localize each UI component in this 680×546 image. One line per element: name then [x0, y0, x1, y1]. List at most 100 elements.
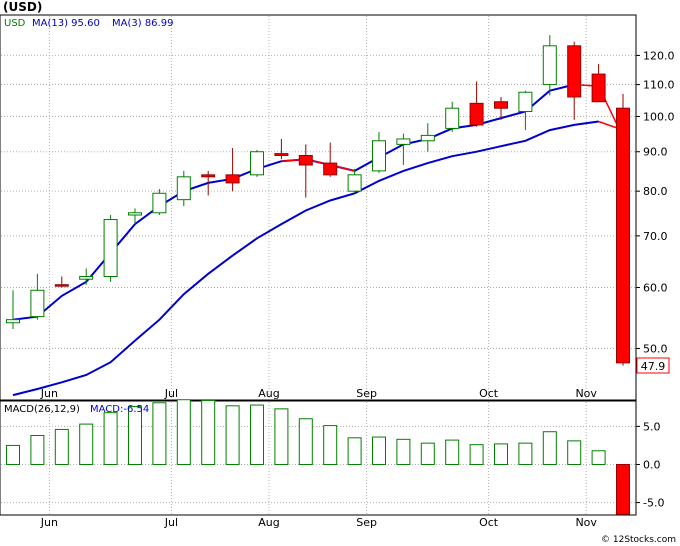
price-tick-label: 80.0: [643, 185, 668, 198]
macd-x-axis: Jun Jul Aug Sep Oct Nov: [40, 516, 598, 529]
macd-bar: [616, 463, 630, 515]
macd-bar: [420, 442, 435, 465]
macd-panel-frame: [0, 400, 637, 516]
macd-bars: [6, 399, 630, 515]
candle: [494, 96, 508, 120]
price-x-tick-label: Jul: [164, 387, 178, 400]
macd-bar: [250, 404, 264, 465]
candle: [201, 170, 216, 196]
price-x-tick-label: Oct: [479, 387, 499, 400]
macd-bar: [347, 437, 362, 465]
candle: [567, 41, 582, 120]
macd-x-tick-label: Oct: [479, 516, 499, 529]
candle-body: [201, 174, 216, 178]
macd-bar: [201, 399, 216, 465]
macd-bar: [494, 443, 508, 465]
candle-body: [225, 174, 240, 184]
candle: [79, 268, 94, 285]
last-price-box: [636, 357, 670, 374]
candle-body: [274, 153, 289, 156]
legend-usd: USD: [4, 18, 26, 29]
candle: [372, 131, 386, 173]
price-tick-label: 70.0: [643, 230, 668, 243]
candle: [250, 149, 264, 177]
candle-body: [347, 174, 362, 192]
candle-body: [298, 154, 313, 166]
macd-x-tick-label: Aug: [258, 516, 279, 529]
candlesticks: [6, 35, 630, 366]
macd-legend-title: MACD(26,12,9): [4, 404, 80, 415]
price-x-tick-label: Jun: [40, 387, 58, 400]
macd-bar: [152, 402, 167, 465]
last-price-label: 47.9: [641, 360, 666, 373]
candle: [542, 35, 557, 96]
legend-ma3: MA(3) 86.99: [112, 18, 173, 29]
macd-legend: MACD(26,12,9) MACD:-6.54: [4, 404, 149, 415]
macd-bar: [79, 423, 94, 465]
candle: [225, 148, 240, 192]
candle-body: [250, 151, 264, 176]
candle-body: [494, 101, 508, 109]
candle: [152, 189, 167, 216]
candle-body: [6, 319, 20, 324]
price-x-tick-label: Sep: [356, 387, 377, 400]
candle: [103, 215, 118, 282]
price-tick-label: 110.0: [643, 79, 675, 92]
candle-body: [54, 284, 69, 287]
macd-bar: [128, 406, 142, 465]
price-tick-label: 60.0: [643, 281, 668, 294]
macd-tick-label: -5.0: [643, 497, 664, 510]
price-tick-label: 50.0: [643, 343, 668, 356]
candle: [298, 144, 313, 198]
price-tick-label: 120.0: [643, 49, 675, 62]
macd-bar: [6, 444, 20, 465]
candle-body: [152, 192, 167, 214]
macd-x-tick-label: Jun: [40, 516, 58, 529]
candle: [445, 101, 460, 132]
candle-body: [469, 102, 484, 126]
macd-bar: [103, 412, 118, 465]
macd-tick-label: 0.0: [643, 458, 661, 471]
last-price-tag: 47.9: [636, 357, 670, 374]
candle: [420, 123, 435, 152]
legend-ma13: MA(13) 95.60: [32, 18, 100, 29]
macd-bar: [323, 425, 338, 465]
candle-body: [176, 176, 191, 201]
candle-body: [396, 138, 411, 145]
macd-x-tick-label: Sep: [356, 516, 377, 529]
macd-bar: [225, 405, 240, 465]
candle-body: [103, 219, 118, 277]
candle: [469, 81, 484, 127]
macd-bar: [542, 431, 557, 465]
macd-bar: [567, 440, 582, 465]
price-x-tick-label: Aug: [258, 387, 279, 400]
macd-tick-label: 5.0: [643, 420, 661, 433]
macd-bar: [372, 436, 386, 465]
candle: [591, 63, 606, 103]
price-x-tick-label: Nov: [575, 387, 597, 400]
price-axis: 50.0 60.0 70.0 80.0 90.0 100.0 110.0 120.0: [636, 49, 675, 356]
macd-bar: [469, 444, 484, 465]
candle-body: [445, 107, 460, 129]
candle-body: [567, 45, 582, 98]
watermark: © 12Stocks.com: [601, 535, 676, 545]
candle: [518, 90, 533, 131]
price-panel-frame: [0, 14, 637, 401]
price-tick-label: 90.0: [643, 146, 668, 159]
price-x-axis: Jun Jul Aug Sep Oct Nov: [40, 387, 598, 400]
candle-body: [420, 134, 435, 142]
macd-axis: 5.0 0.0 -5.0: [636, 420, 664, 510]
candle-body: [616, 107, 630, 364]
price-tick-label: 100.0: [643, 110, 675, 123]
macd-bar: [396, 438, 411, 465]
candle: [30, 273, 45, 320]
candle-body: [542, 45, 557, 86]
macd-bar: [274, 408, 289, 465]
chart-title: (USD): [3, 0, 42, 14]
candle: [128, 208, 142, 225]
candle-body: [323, 162, 338, 176]
macd-bar: [445, 439, 460, 465]
macd-x-tick-label: Jul: [164, 516, 178, 529]
candle-body: [128, 212, 142, 216]
